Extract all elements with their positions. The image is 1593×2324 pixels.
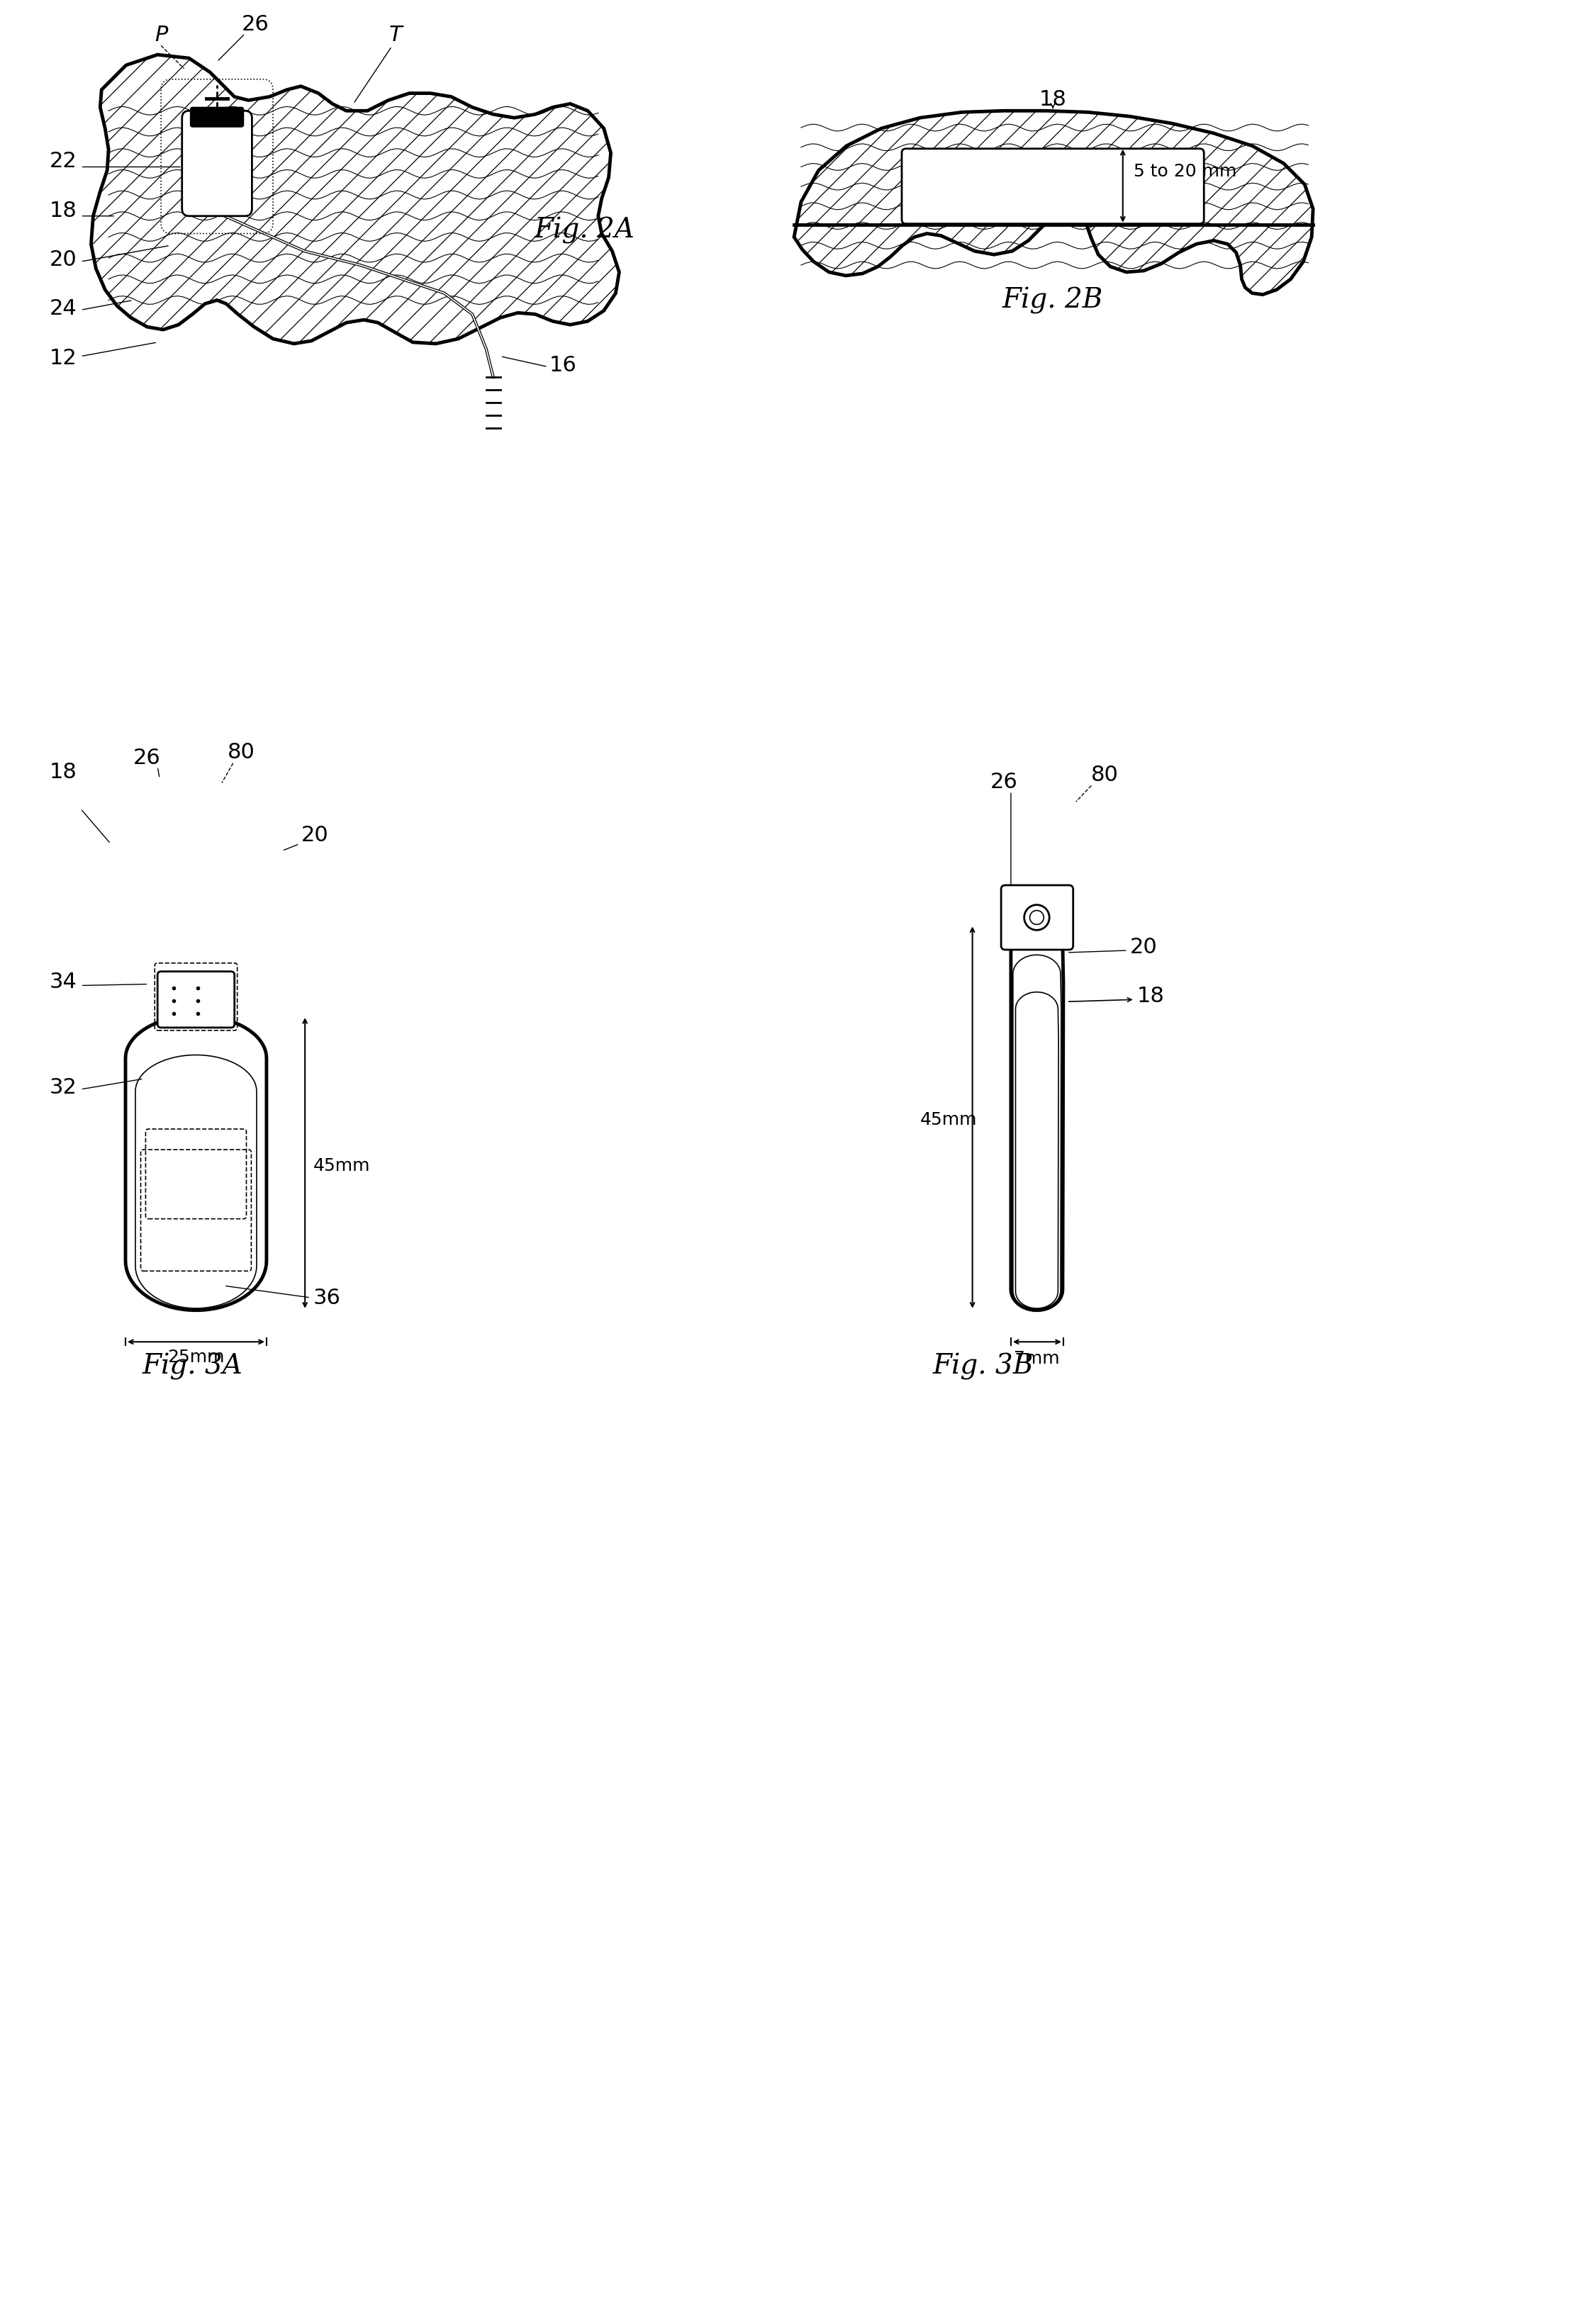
FancyBboxPatch shape xyxy=(158,971,234,1027)
Text: Fig. 2B: Fig. 2B xyxy=(1002,286,1104,314)
FancyBboxPatch shape xyxy=(191,107,244,128)
Text: 22: 22 xyxy=(49,151,76,172)
Text: 12: 12 xyxy=(49,349,76,367)
Text: 26: 26 xyxy=(134,748,161,767)
Text: Fig. 2A: Fig. 2A xyxy=(534,216,634,244)
Text: 26: 26 xyxy=(989,772,1018,792)
Text: 18: 18 xyxy=(49,200,76,221)
PathPatch shape xyxy=(793,112,1313,295)
Text: 36: 36 xyxy=(314,1287,341,1308)
Text: 34: 34 xyxy=(49,971,76,992)
PathPatch shape xyxy=(126,1016,266,1311)
FancyBboxPatch shape xyxy=(1000,885,1074,951)
Text: 26: 26 xyxy=(242,14,269,35)
Text: 18: 18 xyxy=(1137,985,1164,1006)
Text: 16: 16 xyxy=(550,356,577,374)
Text: 45mm: 45mm xyxy=(314,1157,371,1174)
Text: 18: 18 xyxy=(49,762,76,781)
Text: 20: 20 xyxy=(1129,937,1157,957)
Text: Fig. 3B: Fig. 3B xyxy=(932,1353,1034,1380)
Text: 32: 32 xyxy=(49,1076,76,1097)
Text: 5 to 20 mm: 5 to 20 mm xyxy=(1133,163,1236,181)
Text: 7mm: 7mm xyxy=(1013,1350,1059,1367)
PathPatch shape xyxy=(91,56,620,344)
Text: Fig. 3A: Fig. 3A xyxy=(142,1353,242,1380)
Text: P: P xyxy=(155,26,167,46)
Text: 20: 20 xyxy=(301,825,328,846)
Text: 24: 24 xyxy=(49,297,76,318)
FancyBboxPatch shape xyxy=(902,149,1204,225)
Text: 25mm: 25mm xyxy=(167,1348,225,1364)
Circle shape xyxy=(1024,906,1050,930)
Text: 20: 20 xyxy=(49,249,76,270)
Text: 80: 80 xyxy=(228,741,255,762)
FancyBboxPatch shape xyxy=(182,112,252,216)
PathPatch shape xyxy=(1012,925,1064,1311)
Text: 45mm: 45mm xyxy=(921,1111,977,1129)
Text: 18: 18 xyxy=(1039,91,1067,109)
Text: 80: 80 xyxy=(1091,765,1118,786)
Text: T: T xyxy=(389,26,401,46)
